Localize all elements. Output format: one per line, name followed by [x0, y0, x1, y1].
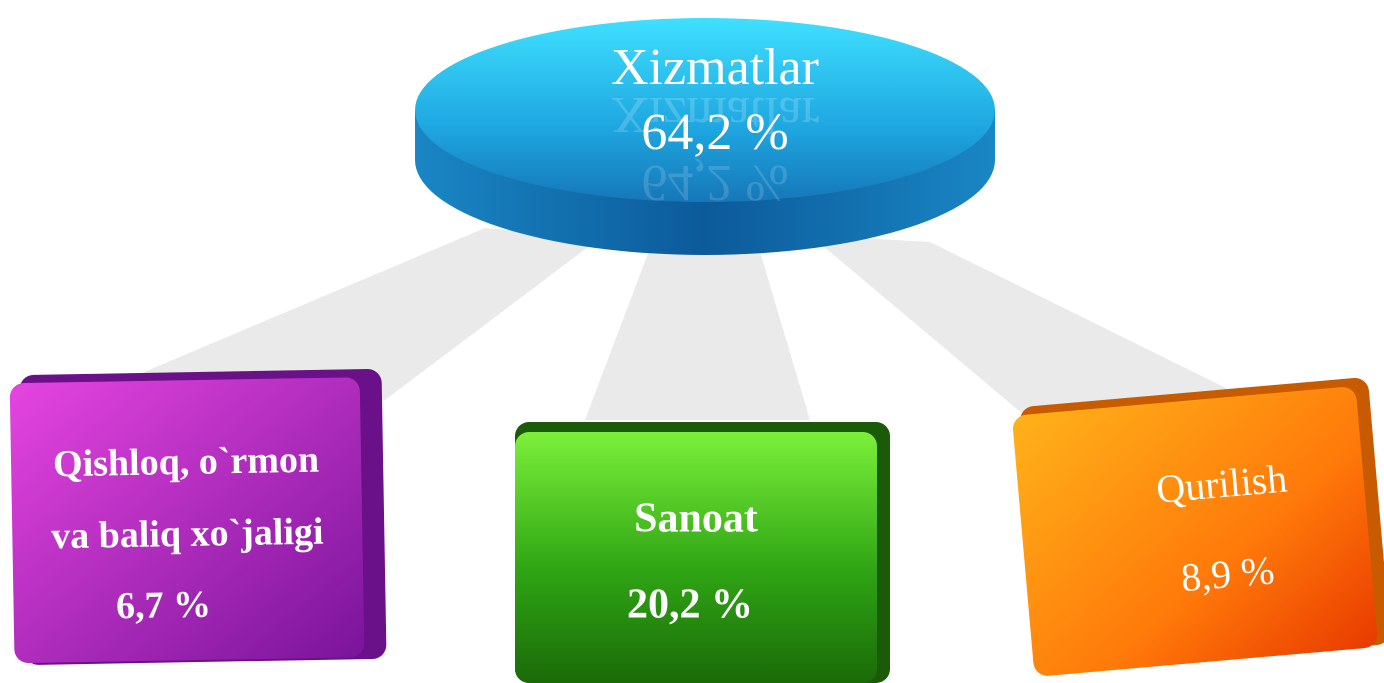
disc-top: [415, 18, 995, 202]
node-value: 20,2 %: [627, 582, 753, 628]
node-label: va baliq xo`jaligi: [51, 511, 324, 558]
node-label: Sanoat: [634, 496, 758, 542]
box: [515, 432, 877, 683]
top-value: 64,2 %: [641, 104, 788, 161]
connector: [585, 235, 810, 420]
top-value-reflection: 64,2 %: [641, 154, 788, 211]
node-value: 6,7 %: [116, 584, 212, 628]
connector: [130, 228, 600, 400]
box: [1012, 387, 1378, 676]
box: [9, 377, 365, 664]
node-value: 8,9 %: [1179, 547, 1276, 600]
connector: [810, 235, 1230, 420]
top-label: Xizmatlar: [611, 39, 819, 96]
top-label-reflection: Xizmatlar: [611, 86, 819, 143]
node-label: Qishloq, o`rmon: [53, 439, 320, 486]
